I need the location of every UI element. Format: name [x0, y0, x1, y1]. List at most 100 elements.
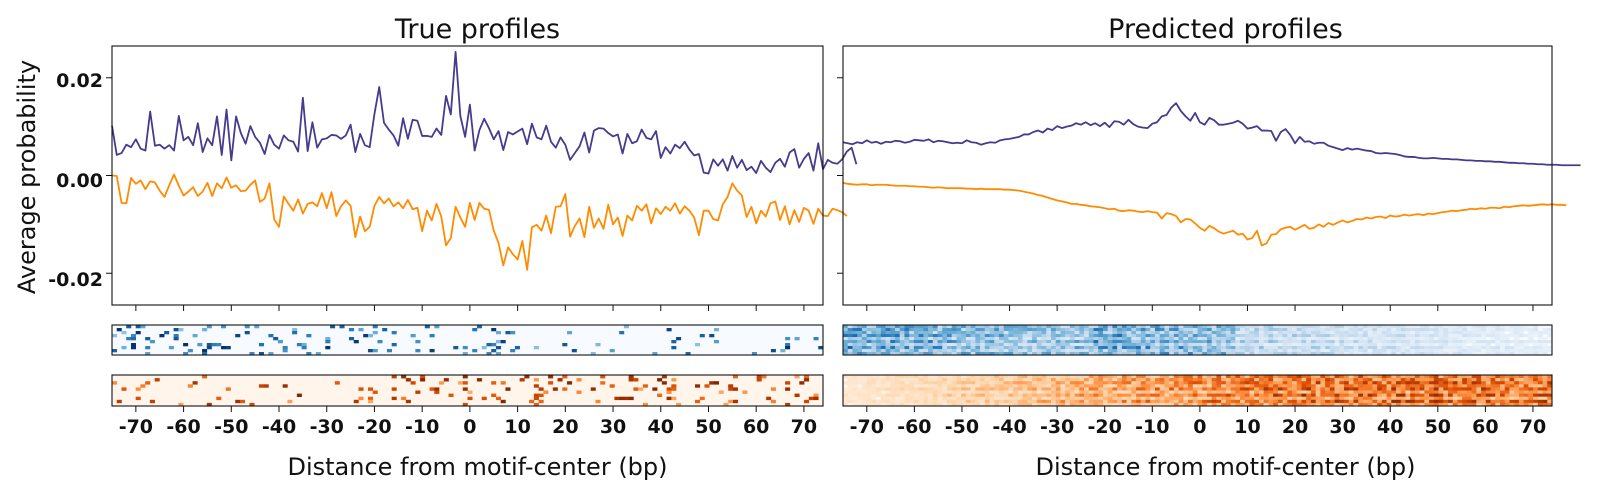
- heatmap-cell: [876, 334, 882, 338]
- heatmap-cell: [562, 343, 568, 347]
- heatmap-cell: [1188, 381, 1194, 385]
- heatmap-cell: [1457, 340, 1463, 344]
- heatmap-cell: [1429, 387, 1435, 391]
- heatmap-cell: [1230, 381, 1236, 385]
- heatmap-cell: [942, 378, 948, 382]
- heatmap-cell: [1334, 337, 1340, 341]
- heatmap-cell: [1017, 340, 1023, 344]
- heatmap-cell: [1438, 352, 1444, 356]
- heatmap-cell: [1211, 390, 1217, 394]
- heatmap-cell: [956, 402, 962, 407]
- heatmap-cell: [1136, 328, 1142, 332]
- heatmap-cell: [1372, 352, 1378, 356]
- heatmap-cell: [1533, 334, 1539, 338]
- heatmap-cell: [857, 375, 863, 379]
- heatmap-cell: [843, 328, 849, 332]
- heatmap-cell: [871, 390, 877, 394]
- heatmap-cell: [1339, 402, 1345, 407]
- heatmap-cell: [1348, 390, 1354, 394]
- heatmap-cell: [1017, 384, 1023, 388]
- heatmap-cell: [145, 381, 151, 385]
- heatmap-cell: [1211, 399, 1217, 404]
- heatmap-cell: [273, 337, 279, 341]
- heatmap-cell: [1329, 331, 1335, 335]
- heatmap-cell: [211, 343, 217, 347]
- heatmap-cell: [928, 346, 934, 350]
- heatmap-cell: [1542, 343, 1548, 347]
- heatmap-cell: [1495, 343, 1501, 347]
- heatmap-cell: [1396, 343, 1402, 347]
- heatmap-cell: [1344, 402, 1350, 407]
- heatmap-cell: [880, 331, 886, 335]
- heatmap-cell: [1211, 384, 1217, 388]
- x-tick-label: 40: [1377, 416, 1403, 438]
- heatmap-cell: [1178, 378, 1184, 382]
- heatmap-cell: [1235, 390, 1241, 394]
- heatmap-cell: [533, 378, 539, 382]
- heatmap-cell: [932, 399, 938, 404]
- heatmap-cell: [1126, 334, 1132, 338]
- heatmap-cell: [1372, 387, 1378, 391]
- heatmap-cell: [1173, 396, 1179, 401]
- heatmap-cell: [1173, 331, 1179, 335]
- heatmap-cell: [1509, 378, 1515, 382]
- heatmap-cell: [1518, 396, 1524, 401]
- heatmap-cell: [1514, 387, 1520, 391]
- heatmap-cell: [1022, 340, 1028, 344]
- heatmap-cell: [951, 390, 957, 394]
- heatmap-cell: [1003, 340, 1009, 344]
- heatmap-cell: [1131, 381, 1137, 385]
- heatmap-cell: [1490, 331, 1496, 335]
- heatmap-cell: [923, 334, 929, 338]
- heatmap-cell: [1457, 381, 1463, 385]
- heatmap-cell: [1112, 328, 1118, 332]
- heatmap-cell: [1112, 346, 1118, 350]
- heatmap-cell: [1202, 381, 1208, 385]
- heatmap-cell: [1386, 328, 1392, 332]
- heatmap-cell: [491, 349, 497, 353]
- heatmap-cell: [847, 337, 853, 341]
- heatmap-cell: [1013, 399, 1019, 404]
- heatmap-cell: [1131, 399, 1137, 404]
- heatmap-cell: [1202, 331, 1208, 335]
- heatmap-cell: [1348, 325, 1354, 329]
- heatmap-cell: [1448, 346, 1454, 350]
- heatmap-cell: [1362, 340, 1368, 344]
- heatmap-cell: [1372, 349, 1378, 353]
- heatmap-cell: [1145, 375, 1151, 379]
- heatmap-cell: [1254, 384, 1260, 388]
- heatmap-cell: [1452, 349, 1458, 353]
- heatmap-cell: [1414, 328, 1420, 332]
- heatmap-cell: [1348, 387, 1354, 391]
- heatmap-cell: [799, 381, 805, 385]
- heatmap-cell: [178, 402, 184, 407]
- heatmap-cell: [1183, 381, 1189, 385]
- heatmap-cell: [1528, 331, 1534, 335]
- heatmap-cell: [1188, 384, 1194, 388]
- heatmap-cell: [1140, 375, 1146, 379]
- heatmap-cell: [1419, 393, 1425, 397]
- heatmap-cell: [1240, 387, 1246, 391]
- heatmap-cell: [1419, 334, 1425, 338]
- heatmap-cell: [956, 337, 962, 341]
- heatmap-cell: [766, 396, 772, 401]
- heatmap-cell: [1429, 375, 1435, 379]
- heatmap-cell: [1400, 328, 1406, 332]
- heatmap-cell: [1098, 343, 1104, 347]
- heatmap-cell: [1003, 325, 1009, 329]
- heatmap-cell: [961, 334, 967, 338]
- heatmap-cell: [1429, 352, 1435, 356]
- heatmap-cell: [1046, 349, 1052, 353]
- heatmap-cell: [1348, 402, 1354, 407]
- right-heatmap-frame: [842, 324, 1553, 356]
- heatmap-cell: [871, 396, 877, 401]
- heatmap-cell: [1098, 381, 1104, 385]
- heatmap-cell: [533, 393, 539, 397]
- heatmap-cell: [1386, 390, 1392, 394]
- heatmap-cell: [1518, 387, 1524, 391]
- heatmap-cell: [942, 396, 948, 401]
- heatmaps: [112, 325, 1553, 407]
- heatmap-cell: [866, 349, 872, 353]
- heatmap-cell: [946, 384, 953, 388]
- heatmap-cell: [961, 352, 967, 356]
